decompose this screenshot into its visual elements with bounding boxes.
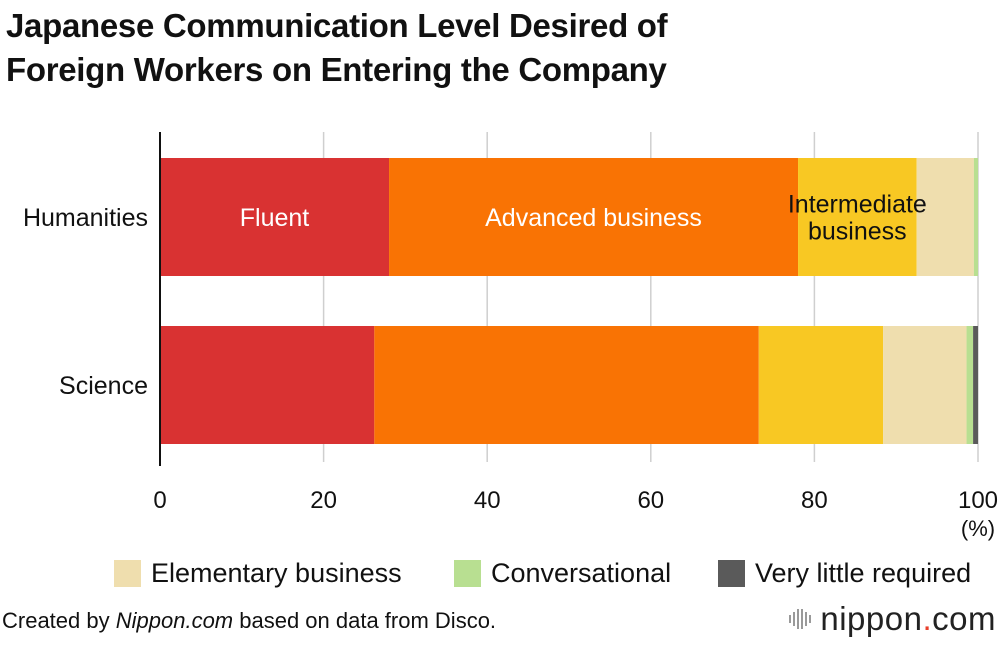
bar-segment-science-very-little-required [973, 326, 978, 444]
credit-prefix: Created by [2, 608, 116, 633]
bar-segment-science-intermediate-business [758, 326, 884, 444]
bar-segment-science-conversational [966, 326, 974, 444]
legend-item-very-little-required: Very little required [718, 556, 971, 590]
brand-text-com: com [932, 600, 996, 637]
legend-swatch [454, 559, 481, 587]
bar-label-advanced-business: Advanced business [485, 204, 702, 232]
category-label-science: Science [59, 372, 148, 400]
source-credit: Created by Nippon.com based on data from… [2, 608, 496, 634]
x-tick-label-40: 40 [474, 487, 501, 514]
brand-wordmark: nippon.com [820, 600, 996, 638]
legend-item-elementary-business: Elementary business [114, 556, 402, 590]
bar-label-intermediate-business-line-1: Intermediate [788, 191, 927, 219]
bar-segment-humanities-conversational [973, 158, 978, 276]
legend-label: Conversational [491, 557, 672, 588]
bar-label-fluent: Fluent [240, 204, 310, 232]
legend-label: Elementary business [151, 557, 402, 588]
x-tick-label-0: 0 [153, 487, 166, 514]
x-tick-label-100: 100 [958, 487, 998, 514]
legend-swatch [114, 559, 141, 587]
category-label-humanities: Humanities [23, 204, 148, 232]
bar-segment-humanities-advanced-business [389, 158, 799, 276]
x-tick-label-60: 60 [637, 487, 664, 514]
chart-legend: Elementary business Conversational Very li… [0, 556, 1000, 590]
chart-title-line-1: Japanese Communication Level Desired of [6, 7, 668, 44]
nippon-logo: nippon.com [788, 600, 996, 638]
bar-segment-humanities-elementary-business [916, 158, 974, 276]
bar-segment-humanities-intermediate-business [798, 158, 917, 276]
bar-segment-humanities-fluent [160, 158, 390, 276]
chart-title: Japanese Communication Level Desired of … [6, 4, 986, 92]
x-tick-label-80: 80 [801, 487, 828, 514]
x-axis-unit: (%) [961, 516, 995, 541]
brand-text-dot: . [922, 600, 933, 637]
brand-text-nippon: nippon [820, 600, 923, 637]
legend-swatch [718, 559, 745, 587]
bar-segment-science-advanced-business [374, 326, 759, 444]
stacked-bar-chart: Humanities Science Fluent Advanced business… [23, 132, 998, 541]
x-tick-label-20: 20 [310, 487, 337, 514]
credit-source-name: Nippon.com [115, 608, 234, 633]
chart-title-line-2: Foreign Workers on Entering the Company [6, 51, 667, 88]
bar-label-intermediate-business-line-2: business [808, 218, 907, 246]
brand-bars-icon [789, 609, 812, 629]
bar-segment-science-fluent [160, 326, 375, 444]
legend-item-conversational: Conversational [454, 556, 671, 590]
credit-suffix: based on data from Disco. [233, 608, 497, 633]
legend-label: Very little required [755, 557, 972, 588]
bar-segment-science-elementary-business [883, 326, 967, 444]
